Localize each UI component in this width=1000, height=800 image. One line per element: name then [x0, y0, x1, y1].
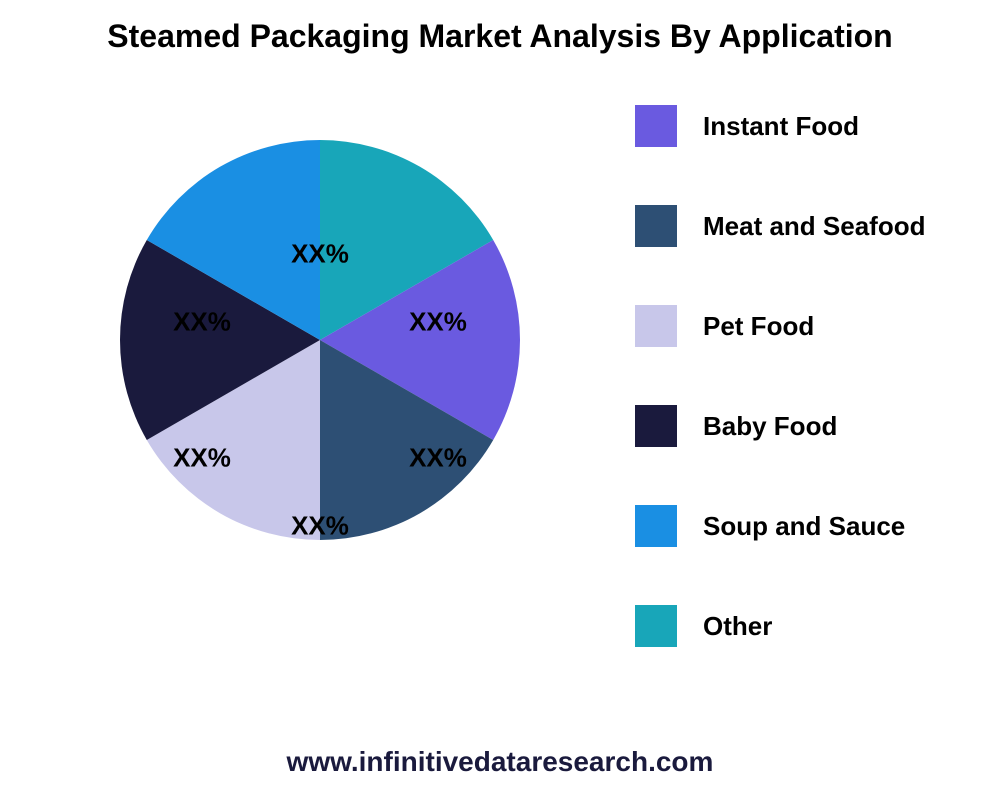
legend-item: Baby Food: [635, 405, 995, 447]
legend-item: Soup and Sauce: [635, 505, 995, 547]
slice-label: XX%: [409, 443, 467, 474]
chart-title: Steamed Packaging Market Analysis By App…: [0, 0, 1000, 55]
legend-label: Baby Food: [703, 411, 837, 442]
legend-label: Other: [703, 611, 772, 642]
legend-item: Meat and Seafood: [635, 205, 995, 247]
legend-item: Pet Food: [635, 305, 995, 347]
legend-item: Instant Food: [635, 105, 995, 147]
legend-item: Other: [635, 605, 995, 647]
legend-label: Pet Food: [703, 311, 814, 342]
slice-label: XX%: [291, 511, 349, 542]
legend-label: Soup and Sauce: [703, 511, 905, 542]
legend-swatch: [635, 205, 677, 247]
slice-label: XX%: [291, 239, 349, 270]
pie-chart: XX% XX% XX% XX% XX% XX%: [0, 90, 620, 650]
slice-label: XX%: [173, 443, 231, 474]
slice-label: XX%: [409, 307, 467, 338]
legend-swatch: [635, 305, 677, 347]
legend-label: Meat and Seafood: [703, 211, 925, 242]
legend-swatch: [635, 505, 677, 547]
legend: Instant Food Meat and Seafood Pet Food Baby…: [635, 105, 995, 705]
legend-swatch: [635, 405, 677, 447]
legend-label: Instant Food: [703, 111, 859, 142]
pie-svg: [120, 140, 520, 540]
footer-url: www.infinitivedataresearch.com: [0, 746, 1000, 778]
legend-swatch: [635, 105, 677, 147]
legend-swatch: [635, 605, 677, 647]
slice-label: XX%: [173, 307, 231, 338]
